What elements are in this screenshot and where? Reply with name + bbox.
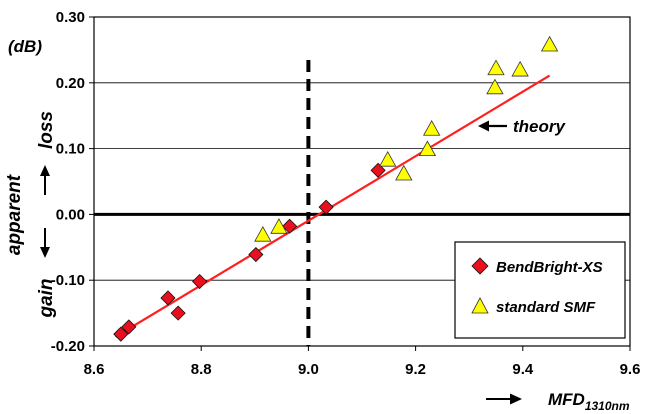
y-label-apparent: apparent — [4, 174, 25, 255]
point-standard-smf — [423, 120, 441, 136]
x-tick-label: 8.6 — [84, 361, 105, 378]
legend: BendBright-XS standard SMF — [454, 241, 626, 339]
point-standard-smf — [511, 60, 529, 77]
legend-label-standard-smf: standard SMF — [496, 299, 596, 316]
point-standard-smf — [418, 140, 437, 157]
point-bendbright-xs — [121, 319, 137, 335]
point-bendbright-xs — [192, 273, 208, 290]
y-tick-label: 0.30 — [56, 9, 85, 26]
x-axis-tick-labels: 8.6 8.8 9.0 9.2 9.4 9.6 — [84, 346, 641, 378]
y-tick-label: -0.10 — [51, 272, 85, 289]
y-tick-label: -0.20 — [51, 338, 85, 355]
x-label-text: MFD1310nm — [548, 390, 630, 413]
point-bendbright-xs — [170, 305, 186, 321]
y-label-gain: gain — [36, 278, 57, 318]
y-axis-label: apparent loss gain — [4, 111, 57, 319]
legend-marker-standard-smf — [471, 297, 489, 314]
x-label-arrow-head — [510, 393, 522, 405]
theory-arrow-head — [478, 120, 489, 132]
point-standard-smf — [540, 35, 559, 52]
point-standard-smf — [254, 225, 272, 242]
point-standard-smf — [486, 78, 504, 95]
point-bendbright-xs — [370, 162, 386, 178]
point-bendbright-xs — [160, 290, 176, 306]
gain-arrow-head — [40, 247, 50, 258]
point-bendbright-xs — [282, 218, 298, 234]
theory-annotation: theory — [478, 117, 567, 136]
x-tick-label: 9.6 — [620, 361, 641, 378]
legend-box — [454, 241, 626, 339]
x-tick-label: 8.8 — [191, 361, 212, 378]
x-tick-label: 9.2 — [405, 361, 426, 378]
y-axis-tick-labels: -0.20 -0.10 0.00 0.10 0.20 0.30 — [51, 9, 94, 355]
x-tick-label: 9.4 — [512, 361, 534, 378]
legend-label-bendbright: BendBright-XS — [496, 259, 603, 276]
legend-marker-bendbright — [471, 257, 489, 275]
y-tick-label: 0.00 — [56, 206, 85, 223]
point-standard-smf — [270, 218, 288, 234]
y-label-loss: loss — [36, 111, 57, 149]
point-standard-smf — [379, 150, 397, 167]
point-standard-smf — [487, 59, 505, 76]
point-standard-smf — [395, 164, 413, 181]
data-points — [113, 35, 559, 342]
x-tick-label: 9.0 — [298, 361, 319, 378]
y-tick-label: 0.20 — [56, 75, 85, 92]
plot-area-frame — [93, 16, 631, 347]
loss-arrow-head — [40, 165, 50, 176]
y-unit-label: (dB) — [8, 37, 42, 56]
theory-label: theory — [513, 117, 567, 136]
y-tick-label: 0.10 — [56, 141, 85, 158]
point-bendbright-xs — [248, 246, 264, 263]
x-axis-label: MFD1310nm — [486, 390, 630, 413]
point-bendbright-xs — [113, 326, 129, 342]
point-bendbright-xs — [318, 199, 334, 215]
